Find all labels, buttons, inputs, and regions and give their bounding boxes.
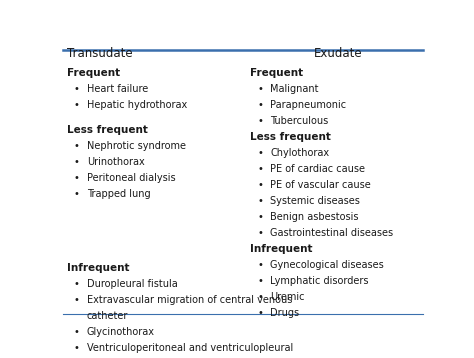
Text: Trapped lung: Trapped lung <box>87 189 150 199</box>
Text: Nephrotic syndrome: Nephrotic syndrome <box>87 141 186 151</box>
Text: •: • <box>258 116 264 126</box>
Text: Parapneumonic: Parapneumonic <box>271 100 346 110</box>
Text: Frequent: Frequent <box>250 68 303 78</box>
Text: Infrequent: Infrequent <box>250 244 313 253</box>
Text: •: • <box>74 343 80 353</box>
Text: Glycinothorax: Glycinothorax <box>87 327 155 337</box>
Text: Heart failure: Heart failure <box>87 84 148 94</box>
Text: •: • <box>258 180 264 190</box>
Text: •: • <box>258 100 264 110</box>
Text: Drugs: Drugs <box>271 308 300 318</box>
Text: •: • <box>74 158 80 167</box>
Text: PE of vascular cause: PE of vascular cause <box>271 180 371 190</box>
Text: Systemic diseases: Systemic diseases <box>271 196 360 206</box>
Text: Chylothorax: Chylothorax <box>271 148 329 158</box>
Text: Hepatic hydrothorax: Hepatic hydrothorax <box>87 100 187 110</box>
Text: •: • <box>74 84 80 94</box>
Text: Duropleural fistula: Duropleural fistula <box>87 279 178 289</box>
Text: Malignant: Malignant <box>271 84 319 94</box>
Text: •: • <box>74 279 80 289</box>
Text: Ventriculoperitoneal and ventriculopleural: Ventriculoperitoneal and ventriculopleur… <box>87 343 293 353</box>
Text: catheter: catheter <box>87 311 128 321</box>
Text: Uremic: Uremic <box>271 292 305 301</box>
Text: PE of cardiac cause: PE of cardiac cause <box>271 164 365 174</box>
Text: •: • <box>258 228 264 238</box>
Text: •: • <box>74 100 80 110</box>
Text: •: • <box>258 164 264 174</box>
Text: •: • <box>258 196 264 206</box>
Text: •: • <box>74 295 80 305</box>
Text: Extravascular migration of central venous: Extravascular migration of central venou… <box>87 295 292 305</box>
Text: Tuberculous: Tuberculous <box>271 116 329 126</box>
Text: Peritoneal dialysis: Peritoneal dialysis <box>87 173 175 183</box>
Text: Benign asbestosis: Benign asbestosis <box>271 212 359 222</box>
Text: •: • <box>74 173 80 183</box>
Text: •: • <box>258 148 264 158</box>
Text: Less frequent: Less frequent <box>66 125 147 135</box>
Text: Less frequent: Less frequent <box>250 132 331 142</box>
Text: •: • <box>74 327 80 337</box>
Text: Urinothorax: Urinothorax <box>87 158 145 167</box>
Text: Gastrointestinal diseases: Gastrointestinal diseases <box>271 228 393 238</box>
Text: Frequent: Frequent <box>66 68 120 78</box>
Text: Lymphatic disorders: Lymphatic disorders <box>271 276 369 286</box>
Text: •: • <box>258 292 264 301</box>
Text: •: • <box>74 141 80 151</box>
Text: •: • <box>258 212 264 222</box>
Text: Transudate: Transudate <box>66 47 132 60</box>
Text: •: • <box>258 84 264 94</box>
Text: Gynecological diseases: Gynecological diseases <box>271 260 384 270</box>
Text: •: • <box>258 260 264 270</box>
Text: •: • <box>74 189 80 199</box>
Text: •: • <box>258 276 264 286</box>
Text: •: • <box>258 308 264 318</box>
Text: Exudate: Exudate <box>314 47 363 60</box>
Text: Infrequent: Infrequent <box>66 263 129 273</box>
